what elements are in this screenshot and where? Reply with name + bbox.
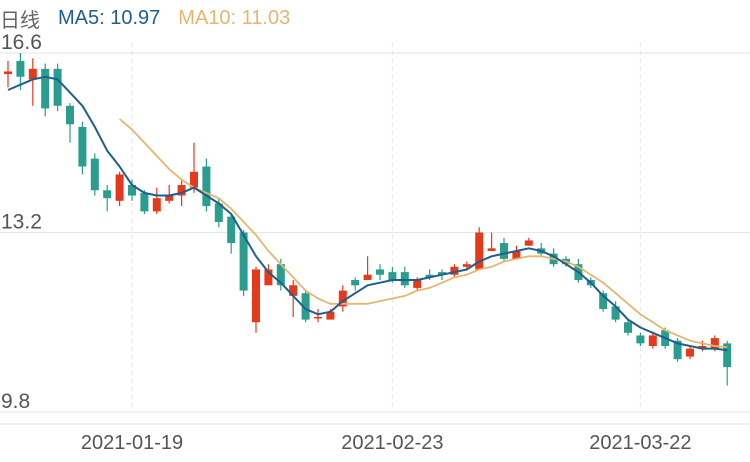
candle-body (227, 216, 236, 244)
candle-body (128, 184, 136, 196)
candle-body (450, 266, 459, 275)
candle-body (202, 166, 211, 207)
candle-body (4, 71, 12, 75)
candle-body (276, 264, 285, 286)
candle-body (673, 340, 682, 360)
candle-body (710, 338, 719, 349)
candle-body (252, 269, 260, 323)
ma5-line (7, 75, 728, 352)
candle-body (686, 348, 694, 357)
legend: 日线 MA5: 10.97 MA10: 11.03 (0, 4, 308, 32)
ma10-legend-text: MA10: 11.03 (178, 6, 291, 29)
candle-body (438, 272, 446, 275)
candle-body (115, 174, 124, 201)
period-label[interactable]: 日线 (0, 9, 40, 32)
candle-body (425, 274, 434, 278)
candle-body (400, 272, 409, 286)
candle-body (376, 269, 384, 275)
candle-body (90, 158, 99, 191)
candle-body (351, 280, 360, 286)
candle-body (462, 264, 471, 267)
candle-body (524, 240, 533, 246)
candle-body (140, 192, 149, 212)
y-tick-label: 13.2 (1, 211, 42, 234)
candle-body (487, 248, 496, 251)
candle-body (66, 105, 74, 125)
y-tick-label: 16.6 (1, 31, 42, 54)
candle-body (152, 198, 161, 212)
candle-body (314, 316, 322, 319)
candle-body (103, 190, 112, 199)
candle-body (363, 274, 372, 281)
x-tick-label: 2021-03-22 (589, 432, 691, 454)
candle-body (500, 243, 508, 259)
candle-body (239, 232, 248, 291)
candle-body (413, 280, 422, 288)
candle-body (512, 250, 521, 259)
ma10-line (119, 118, 728, 348)
candle-body (28, 68, 37, 80)
candle-body (177, 184, 186, 196)
candle-body (611, 306, 620, 320)
candle-body (190, 171, 198, 188)
candle-body (338, 290, 347, 307)
candle-body (301, 293, 310, 320)
candle-body (214, 203, 223, 222)
candle-body (289, 285, 298, 296)
candle-body (723, 343, 732, 368)
candle-body (475, 232, 484, 270)
candle-body (388, 272, 397, 281)
candle-body (264, 269, 273, 286)
candle-body (636, 335, 645, 344)
candle-body (599, 293, 608, 310)
y-tick-label: 9.8 (1, 390, 30, 413)
candle-body (41, 68, 50, 109)
candle-body (78, 126, 87, 167)
x-tick-label: 2021-01-19 (81, 432, 183, 454)
candle-body (648, 335, 657, 347)
candle-body (698, 346, 707, 349)
x-tick-label: 2021-02-23 (341, 432, 443, 454)
candle-body (165, 195, 174, 201)
candle-body (326, 311, 335, 320)
candle-body (53, 68, 62, 106)
candle-body (16, 60, 25, 77)
ma5-legend-text: MA5: 10.97 (58, 6, 161, 29)
candle-body (624, 322, 632, 333)
